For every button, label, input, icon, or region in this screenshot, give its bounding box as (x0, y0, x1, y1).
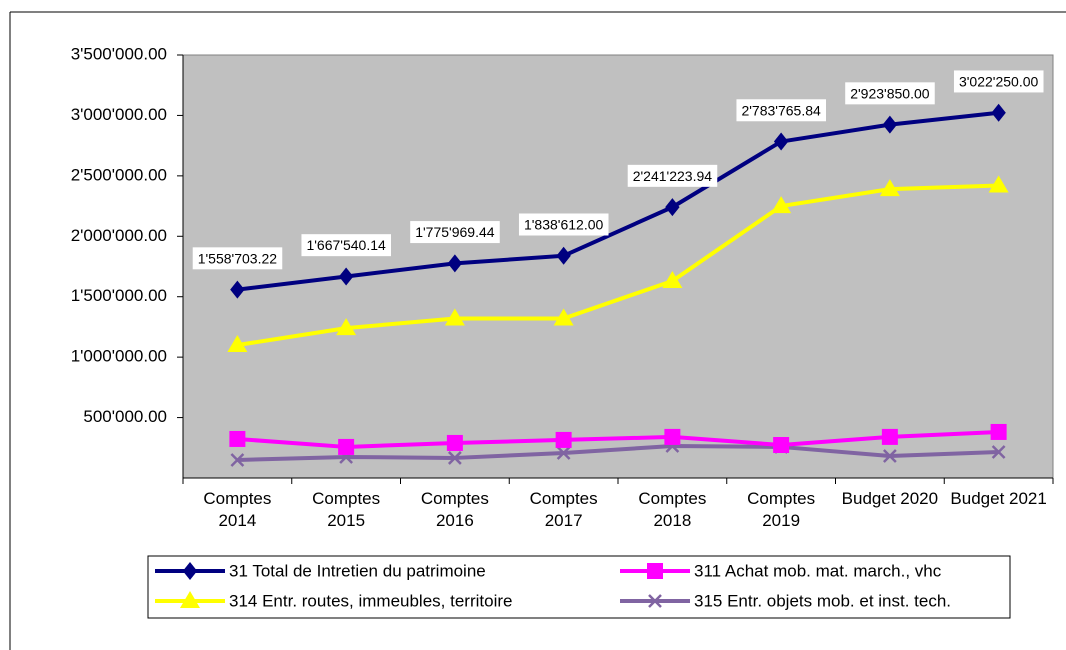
series-line (237, 443, 999, 462)
data-label-box (627, 164, 718, 187)
marker (444, 308, 465, 326)
data-label-box (518, 213, 609, 236)
y-tick-label: 2'500'000.00 (71, 165, 167, 184)
marker (556, 246, 571, 265)
data-label: 1'558'703.22 (198, 250, 278, 266)
marker (227, 335, 248, 353)
marker (988, 175, 1009, 193)
data-label-group: 1'775'969.44 (410, 221, 500, 244)
series-line (237, 110, 999, 292)
marker (338, 438, 355, 455)
data-label-box (410, 221, 500, 244)
data-label-group: 2'241'223.94 (627, 164, 718, 187)
y-tick-label: 3'000'000.00 (71, 105, 167, 124)
data-label-group: 2'923'850.00 (845, 82, 935, 105)
marker (771, 196, 792, 214)
legend-item: 315 Entr. objets mob. et inst. tech. (620, 591, 951, 610)
data-label-box (736, 99, 826, 122)
marker (180, 591, 200, 608)
legend-item: 314 Entr. routes, immeubles, territoire (155, 591, 512, 610)
marker (991, 103, 1006, 122)
legend-label: 31 Total de Intretien du patrimoine (229, 561, 486, 580)
x-tick-label: Comptes 2014 (203, 489, 272, 530)
marker (556, 446, 571, 460)
marker (664, 428, 681, 445)
legend-label: 311 Achat mob. mat. march., vhc (694, 561, 942, 580)
data-label-group: 1'838'612.00 (518, 213, 609, 236)
x-tick-label: Comptes 2019 (747, 489, 816, 530)
legend-item: 31 Total de Intretien du patrimoine (155, 561, 486, 580)
marker (230, 280, 245, 299)
y-tick-label: 3'500'000.00 (71, 44, 167, 63)
y-tick-label: 1'000'000.00 (71, 347, 167, 366)
data-label-group: 1'558'703.22 (192, 247, 283, 270)
legend-box (147, 555, 1011, 619)
marker (882, 115, 898, 134)
marker (990, 423, 1007, 440)
marker (336, 318, 357, 336)
x-tick-label: Comptes 2017 (529, 489, 598, 530)
legend-label: 314 Entr. routes, immeubles, territoire (229, 591, 512, 610)
marker (447, 451, 462, 465)
marker (881, 428, 898, 445)
data-label: 2'241'223.94 (633, 168, 713, 184)
marker (229, 430, 246, 447)
data-label: 1'775'969.44 (415, 224, 495, 240)
x-tick-label: Budget 2021 (950, 489, 1047, 508)
data-label-box (192, 247, 283, 270)
data-label-box (845, 82, 935, 105)
marker (230, 453, 245, 467)
x-tick-label: Comptes 2016 (420, 489, 489, 530)
data-label-group: 1'667'540.14 (301, 234, 391, 257)
marker (662, 271, 683, 289)
x-tick-label: Comptes 2015 (312, 489, 381, 530)
data-label-group: 2'783'765.84 (736, 99, 826, 122)
marker (446, 434, 463, 451)
legend-item: 311 Achat mob. mat. march., vhc (620, 561, 942, 580)
marker (182, 562, 198, 580)
data-label: 1'667'540.14 (306, 237, 386, 253)
marker (648, 594, 662, 608)
data-label-box (953, 70, 1044, 93)
series-line (237, 429, 999, 449)
data-label-group: 3'022'250.00 (953, 70, 1044, 93)
x-tick-label: Budget 2020 (841, 489, 939, 508)
legend-label: 315 Entr. objets mob. et inst. tech. (694, 591, 951, 610)
marker (647, 563, 663, 579)
marker (882, 449, 897, 463)
data-label-box (301, 234, 391, 257)
data-label: 2'783'765.84 (741, 102, 821, 118)
marker (555, 431, 572, 448)
marker (553, 308, 574, 326)
marker (773, 132, 789, 151)
data-label: 2'923'850.00 (850, 85, 930, 101)
data-label: 3'022'250.00 (959, 73, 1039, 89)
plot-area (182, 54, 1054, 479)
marker (879, 179, 900, 197)
y-tick-label: 2'000'000.00 (71, 226, 167, 245)
series-line (237, 183, 999, 348)
marker (773, 437, 790, 454)
marker (447, 254, 463, 273)
y-tick-label: 500'000.00 (83, 407, 167, 426)
marker (991, 445, 1006, 459)
data-label: 1'838'612.00 (524, 216, 604, 232)
marker (338, 267, 354, 286)
x-tick-label: Comptes 2018 (638, 489, 707, 530)
y-tick-label: 1'500'000.00 (71, 286, 167, 305)
marker (665, 198, 680, 217)
